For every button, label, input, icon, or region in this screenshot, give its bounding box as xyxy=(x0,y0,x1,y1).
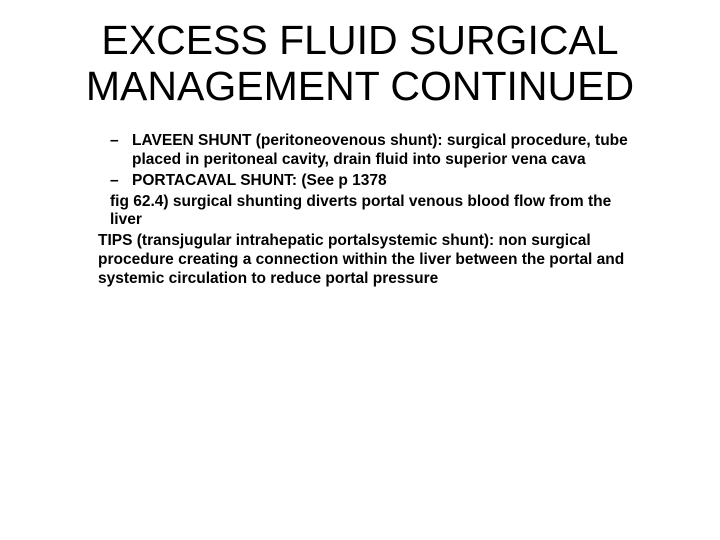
bullet-text: PORTACAVAL SHUNT: (See p 1378 xyxy=(132,172,642,191)
bullet-item: – PORTACAVAL SHUNT: (See p 1378 xyxy=(110,172,642,191)
dash-icon: – xyxy=(110,132,132,170)
slide-body: – LAVEEN SHUNT (peritoneovenous shunt): … xyxy=(40,132,680,289)
bullet-text: LAVEEN SHUNT (peritoneovenous shunt): su… xyxy=(132,132,642,170)
continuation-text: fig 62.4) surgical shunting diverts port… xyxy=(110,193,642,231)
dash-icon: – xyxy=(110,172,132,191)
continuation-text: TIPS (transjugular intrahepatic portalsy… xyxy=(98,232,642,289)
title-line-1: EXCESS FLUID SURGICAL xyxy=(101,17,618,63)
cont-text-2: TIPS (transjugular intrahepatic portalsy… xyxy=(98,232,624,287)
bullet-item: – LAVEEN SHUNT (peritoneovenous shunt): … xyxy=(110,132,642,170)
title-line-2: MANAGEMENT CONTINUED xyxy=(86,63,634,109)
slide-title: EXCESS FLUID SURGICAL MANAGEMENT CONTINU… xyxy=(40,18,680,110)
cont-text-1: fig 62.4) surgical shunting diverts port… xyxy=(110,193,611,229)
